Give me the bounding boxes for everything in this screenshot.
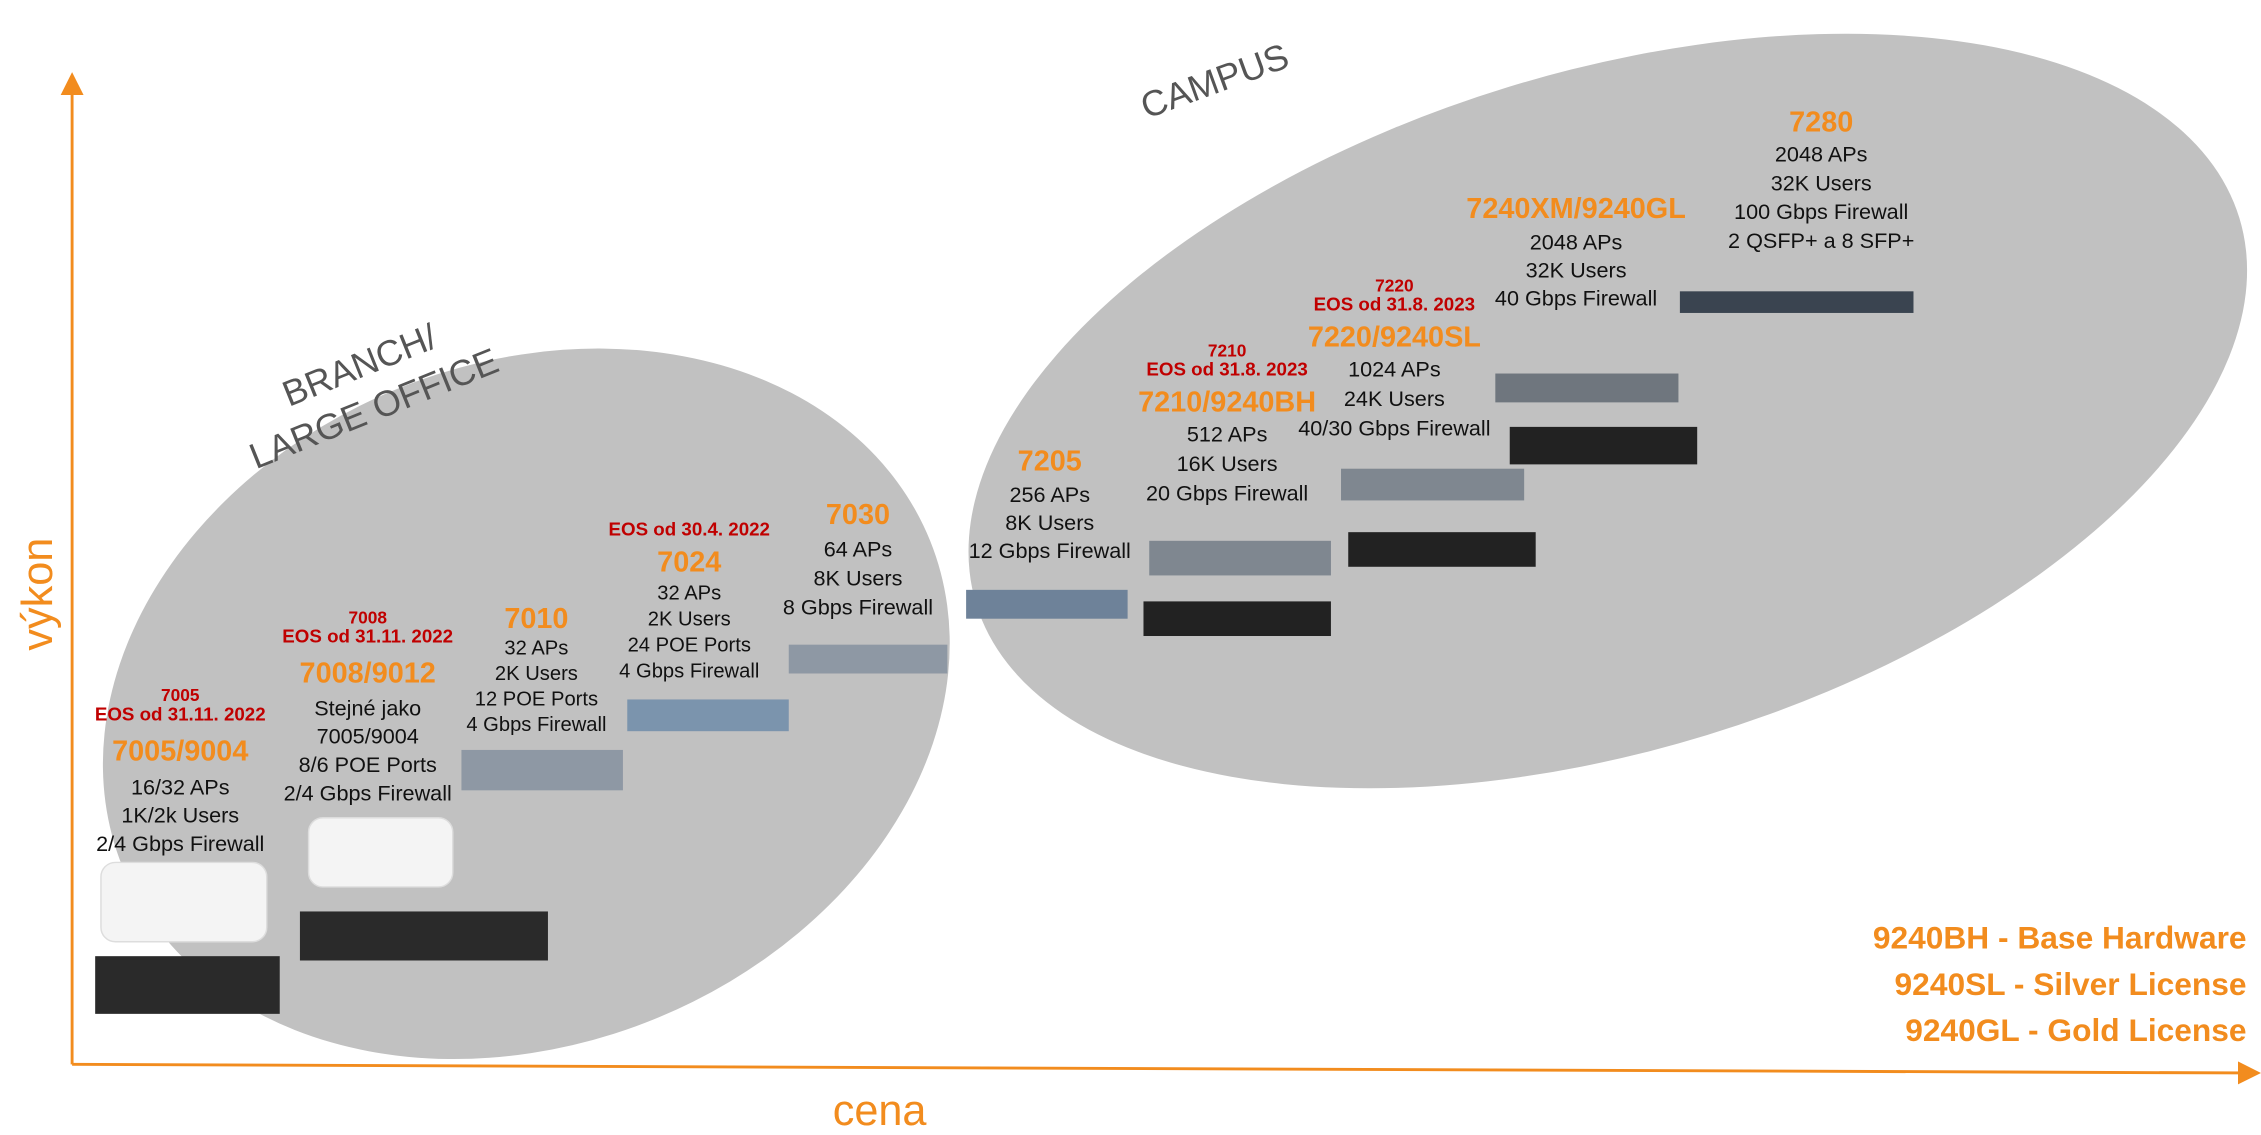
product-spec: 256 APs <box>1009 482 1090 507</box>
legend-line: 9240BH - Base Hardware <box>1873 920 2247 956</box>
product-spec: 2/4 Gbps Firewall <box>284 781 452 806</box>
device <box>627 699 789 731</box>
product-spec: 32 APs <box>657 583 721 605</box>
device <box>1510 427 1697 464</box>
product-name: 7030 <box>826 499 890 531</box>
product-spec: 12 POE Ports <box>475 688 598 710</box>
product-name: 7008/9012 <box>300 658 436 690</box>
device <box>1495 374 1678 403</box>
product-name: 7010 <box>504 603 568 635</box>
product-spec: 8K Users <box>814 565 903 590</box>
product-spec: 7005/9004 <box>317 724 419 749</box>
product-spec: 2048 APs <box>1775 141 1868 166</box>
product-spec: 2/4 Gbps Firewall <box>96 831 264 856</box>
x-axis-label: cena <box>833 1087 928 1135</box>
product-spec: 2K Users <box>648 608 731 630</box>
product-spec: 16K Users <box>1177 451 1278 476</box>
product-spec: 32 APs <box>504 637 568 659</box>
device <box>300 911 548 960</box>
page: výkon cena BRANCH/LARGE OFFICECAMPUS7005… <box>0 0 2261 1135</box>
product-spec: 12 Gbps Firewall <box>969 538 1131 563</box>
product-spec: 64 APs <box>824 537 893 562</box>
product-spec: 20 Gbps Firewall <box>1146 480 1308 505</box>
product-spec: 16/32 APs <box>131 775 230 800</box>
product-spec: 2048 APs <box>1530 229 1623 254</box>
eos-note: EOS od 30.4. 2022 <box>609 519 770 540</box>
device <box>1341 469 1524 501</box>
device <box>1143 601 1330 636</box>
device <box>1348 532 1535 567</box>
product-spec: 8/6 POE Ports <box>299 752 437 777</box>
region-label: CAMPUS <box>1135 35 1294 126</box>
device <box>1149 541 1331 576</box>
product-spec: 4 Gbps Firewall <box>466 714 606 736</box>
legend-line: 9240SL - Silver License <box>1895 966 2247 1002</box>
product-name: 7220/9240SL <box>1308 322 1481 354</box>
product-spec: 8K Users <box>1005 510 1094 535</box>
product-spec: 4 Gbps Firewall <box>619 660 759 682</box>
device <box>309 818 453 887</box>
product-spec: 1024 APs <box>1348 356 1441 381</box>
device <box>1680 291 1914 313</box>
product-spec: 32K Users <box>1526 258 1627 283</box>
product-spec: 40/30 Gbps Firewall <box>1298 415 1490 440</box>
product-spec: 24K Users <box>1344 386 1445 411</box>
device <box>461 750 623 790</box>
product-name: 7240XM/9240GL <box>1466 193 1686 225</box>
device <box>966 590 1128 619</box>
product-spec: 2 QSFP+ a 8 SFP+ <box>1728 228 1914 253</box>
product-spec: 24 POE Ports <box>628 634 751 656</box>
product-name: 7210/9240BH <box>1138 386 1316 418</box>
diagram: výkon cena BRANCH/LARGE OFFICECAMPUS7005… <box>0 0 2261 1135</box>
product-name: 7005/9004 <box>112 735 248 767</box>
product-name: 7280 <box>1789 107 1853 139</box>
product-spec: 40 Gbps Firewall <box>1495 286 1657 311</box>
product-name: 7205 <box>1018 446 1082 478</box>
device <box>95 956 280 1014</box>
product-spec: 512 APs <box>1187 421 1268 446</box>
eos-note: EOS od 31.11. 2022 <box>95 703 266 724</box>
eos-note: 7210 <box>1208 340 1246 360</box>
product-spec: 32K Users <box>1771 170 1872 195</box>
eos-note: 7005 <box>161 685 200 705</box>
y-axis-label: výkon <box>14 538 62 651</box>
product-spec: 8 Gbps Firewall <box>783 594 933 619</box>
eos-note: EOS od 31.8. 2023 <box>1314 294 1475 315</box>
x-axis <box>72 1064 2249 1073</box>
product-spec: Stejné jako <box>314 695 421 720</box>
product-spec: 100 Gbps Firewall <box>1734 199 1908 224</box>
product-name: 7024 <box>657 547 721 579</box>
product-spec: 1K/2k Users <box>121 803 239 828</box>
device <box>101 862 267 941</box>
eos-note: EOS od 31.11. 2022 <box>282 625 453 646</box>
legend-line: 9240GL - Gold License <box>1905 1012 2246 1048</box>
eos-note: 7220 <box>1375 276 1413 296</box>
device <box>789 645 948 674</box>
eos-note: 7008 <box>348 607 387 627</box>
eos-note: EOS od 31.8. 2023 <box>1146 359 1307 380</box>
product-spec: 2K Users <box>495 663 578 685</box>
